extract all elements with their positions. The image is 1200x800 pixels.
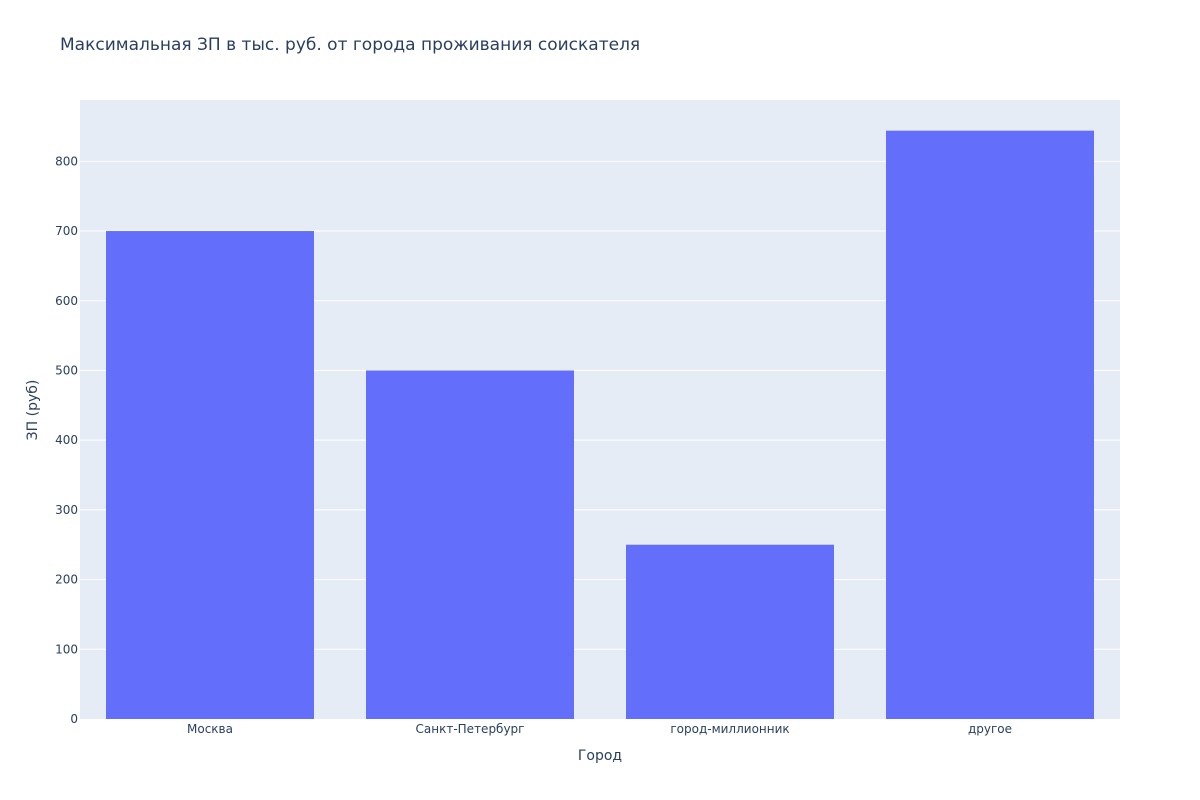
- x-tick-label: Санкт-Петербург: [416, 722, 525, 736]
- y-tick-label: 200: [55, 573, 78, 587]
- x-tick-label: Москва: [187, 722, 233, 736]
- bar-2: [366, 370, 574, 719]
- y-tick-label: 500: [55, 363, 78, 377]
- y-tick-label: 700: [55, 224, 78, 238]
- y-tick-label: 600: [55, 294, 78, 308]
- bars: [106, 130, 1094, 720]
- y-tick-label: 100: [55, 642, 78, 656]
- y-tick-label: 300: [55, 503, 78, 517]
- chart-title: Максимальная ЗП в тыс. руб. от города пр…: [60, 35, 640, 55]
- y-tick-label: 400: [55, 433, 78, 447]
- x-tick-label: другое: [968, 722, 1012, 736]
- x-axis-ticks: Москва Санкт-Петербург город-миллионник дру…: [187, 722, 1012, 736]
- x-axis-title: Город: [578, 748, 622, 764]
- y-axis-title: ЗП (руб): [25, 380, 41, 441]
- y-tick-label: 800: [55, 154, 78, 168]
- x-tick-label: город-миллионник: [670, 722, 789, 736]
- bar-3: [626, 544, 834, 719]
- y-axis-ticks: 0 100 200 300 400 500 600 700 800: [55, 154, 78, 726]
- bar-4: [886, 130, 1094, 720]
- y-tick-label: 0: [70, 712, 78, 726]
- bar-1: [106, 231, 314, 719]
